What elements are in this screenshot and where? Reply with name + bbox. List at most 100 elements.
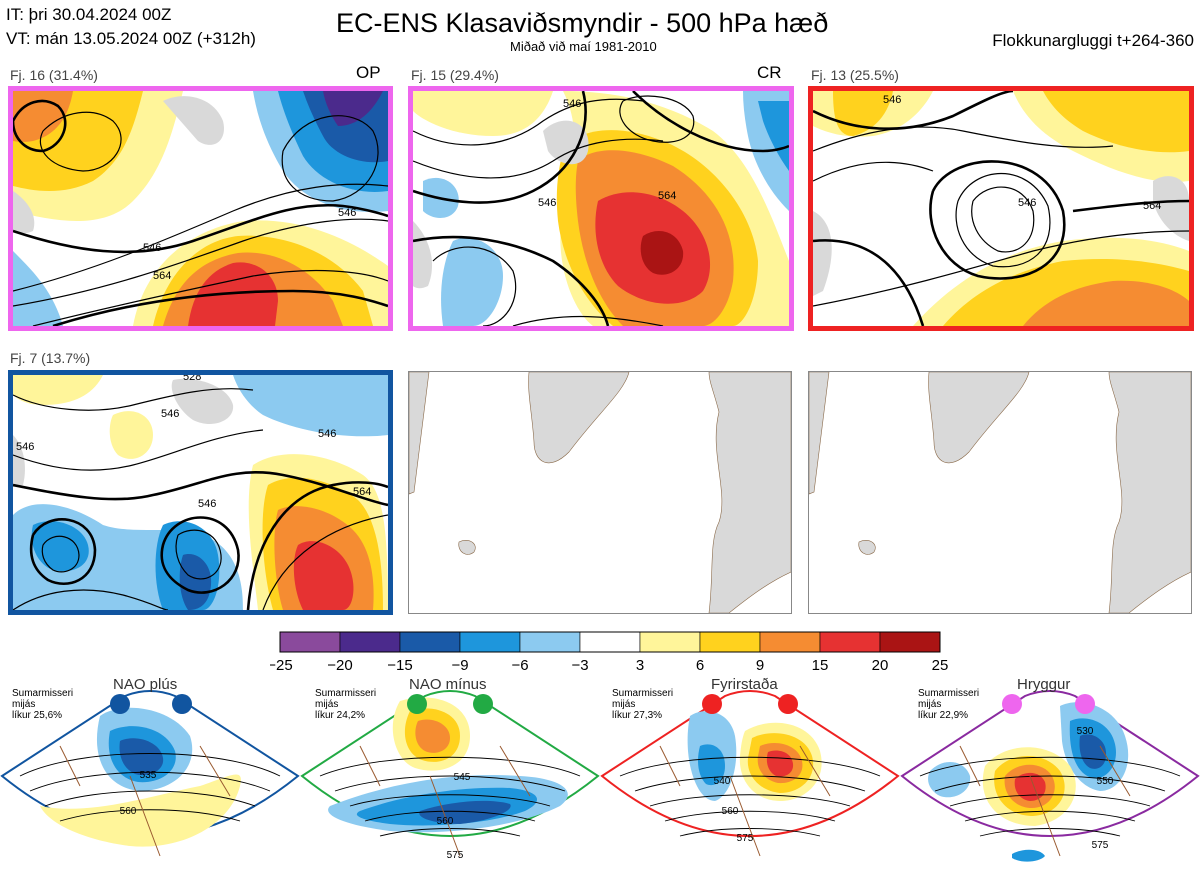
page-subtitle: Miðað við maí 1981-2010	[510, 39, 657, 54]
regime-contour-label: 560	[722, 806, 739, 817]
colorbar-cell	[279, 631, 341, 653]
panel-4-label: Fj. 7 (13.7%)	[10, 350, 91, 366]
regime-blocking	[600, 690, 900, 857]
panel-1-label: Fj. 16 (31.4%)	[10, 67, 98, 83]
regime-4-name: Hryggur	[1017, 676, 1071, 693]
colorbar-tick-label: −6	[511, 657, 528, 674]
colorbar-tick-label: 6	[696, 657, 704, 674]
cluster-map-1: 546 564 546	[8, 86, 393, 331]
regime-3-name: Fyrirstaða	[711, 676, 778, 693]
regime-indicator-dot	[407, 694, 427, 714]
colorbar-cell	[579, 631, 641, 653]
colorbar-cell	[879, 631, 941, 653]
regime-indicator-dot	[702, 694, 722, 714]
panel-3-contour-label: 546	[883, 94, 901, 106]
regime-contour-label: 560	[120, 806, 137, 817]
regime-contour-label: 575	[1092, 840, 1109, 851]
colorbar-tick-label: −20	[327, 657, 352, 674]
regime-contour-label: 550	[1097, 776, 1114, 787]
regime-2-prob: líkur 24,2%	[315, 710, 366, 721]
cluster-map-4: 546 564 546 546 528 546	[8, 370, 393, 615]
panel-4-contour-label: 546	[16, 441, 34, 453]
panel-4-contour-label: 564	[353, 486, 371, 498]
regime-2-method: mijás	[315, 699, 339, 710]
regime-contour-label: 575	[737, 833, 754, 844]
regime-contour-label: 535	[140, 770, 157, 781]
colorbar-tick-label: 3	[636, 657, 644, 674]
regime-nao-plus	[0, 690, 300, 857]
panel-2-contour-label: 564	[658, 190, 676, 202]
colorbar-tick-label: −25	[270, 657, 293, 674]
regime-indicator-dot	[1075, 694, 1095, 714]
panel-3-label: Fj. 13 (25.5%)	[811, 67, 899, 83]
panel-1-contour-label: 564	[153, 270, 171, 282]
page-title: EC-ENS Klasaviðsmyndir - 500 hPa hæð	[336, 8, 829, 38]
regime-indicator-dot	[778, 694, 798, 714]
regime-4-prob: líkur 22,9%	[918, 710, 969, 721]
colorbar-cell	[459, 631, 521, 653]
regime-4-method: mijás	[918, 699, 942, 710]
regime-3-info: Sumarmisseri mijás líkur 27,3%	[612, 688, 673, 721]
regime-contour-label: 560	[437, 816, 454, 827]
regime-1-info: Sumarmisseri mijás líkur 25,6%	[12, 688, 73, 721]
regime-nao-minus	[300, 690, 600, 857]
valid-time: VT: mán 13.05.2024 00Z (+312h)	[6, 29, 256, 48]
colorbar-tick-label: −9	[451, 657, 468, 674]
colorbar-cell	[399, 631, 461, 653]
regime-contour-label: 540	[714, 776, 731, 787]
colorbar-tick-label: 15	[812, 657, 829, 674]
panel-2-tag: CR	[757, 63, 782, 82]
regime-contour-label: 575	[447, 850, 464, 861]
regime-ridge	[900, 690, 1200, 862]
colorbar-cell	[519, 631, 581, 653]
regime-indicator-dot	[473, 694, 493, 714]
colorbar-cell	[759, 631, 821, 653]
panel-1-tag: OP	[356, 63, 381, 82]
colorbar-tick-label: −3	[571, 657, 588, 674]
regime-2-name: NAO mínus	[409, 676, 487, 693]
panel-2-contour-label: 546	[538, 197, 556, 209]
colorbar-tick-label: 9	[756, 657, 764, 674]
panel-2-contour-label: 546	[563, 98, 581, 110]
empty-map-5	[408, 371, 792, 614]
regime-indicator-dot	[172, 694, 192, 714]
colorbar-cell	[339, 631, 401, 653]
panel-1-contour-label: 546	[338, 207, 356, 219]
regime-1-method: mijás	[12, 699, 36, 710]
regime-3-prob: líkur 27,3%	[612, 710, 663, 721]
regime-indicator-dot	[1002, 694, 1022, 714]
cluster-window: Flokkunargluggi t+264-360	[992, 31, 1194, 50]
panel-4-contour-label: 546	[161, 408, 179, 420]
colorbar-cell	[639, 631, 701, 653]
colorbar-tick-label: 25	[932, 657, 949, 674]
regime-contour-label: 530	[1077, 726, 1094, 737]
regime-contour-label: 545	[454, 772, 471, 783]
regime-1-season: Sumarmisseri	[12, 688, 74, 699]
regime-3-method: mijás	[612, 699, 636, 710]
panel-4-contour-label: 546	[198, 498, 216, 510]
empty-map-6	[808, 371, 1192, 614]
panel-3-contour-label: 546	[1018, 197, 1036, 209]
regime-2-info: Sumarmisseri mijás líkur 24,2%	[315, 688, 376, 721]
cluster-map-3: 546 546 564	[808, 86, 1194, 331]
regime-4-season: Sumarmisseri	[918, 688, 980, 699]
regime-row: 535 560 545 560 575 540 560 575 530 550 575	[0, 676, 1200, 871]
colorbar-cell	[819, 631, 881, 653]
regime-3-season: Sumarmisseri	[612, 688, 674, 699]
panel-3-contour-label: 564	[1143, 200, 1161, 212]
panel-4-contour-label: 546	[318, 428, 336, 440]
colorbar-cell	[699, 631, 761, 653]
regime-indicator-dot	[110, 694, 130, 714]
regime-1-name: NAO plús	[113, 676, 178, 693]
regime-1-prob: líkur 25,6%	[12, 710, 63, 721]
panel-1-contour-label: 546	[143, 242, 161, 254]
colorbar: −25 −20 −15 −9 −6 −3 3 6 9 15 20 25	[270, 631, 949, 674]
regime-4-info: Sumarmisseri mijás líkur 22,9%	[918, 688, 979, 721]
colorbar-tick-label: 20	[872, 657, 889, 674]
issue-time: IT: þri 30.04.2024 00Z	[6, 5, 172, 24]
colorbar-tick-label: −15	[387, 657, 412, 674]
cluster-map-2: 546 546 564	[408, 86, 794, 331]
panel-2-label: Fj. 15 (29.4%)	[411, 67, 499, 83]
regime-2-season: Sumarmisseri	[315, 688, 377, 699]
panel-4-contour-label: 528	[183, 375, 201, 383]
